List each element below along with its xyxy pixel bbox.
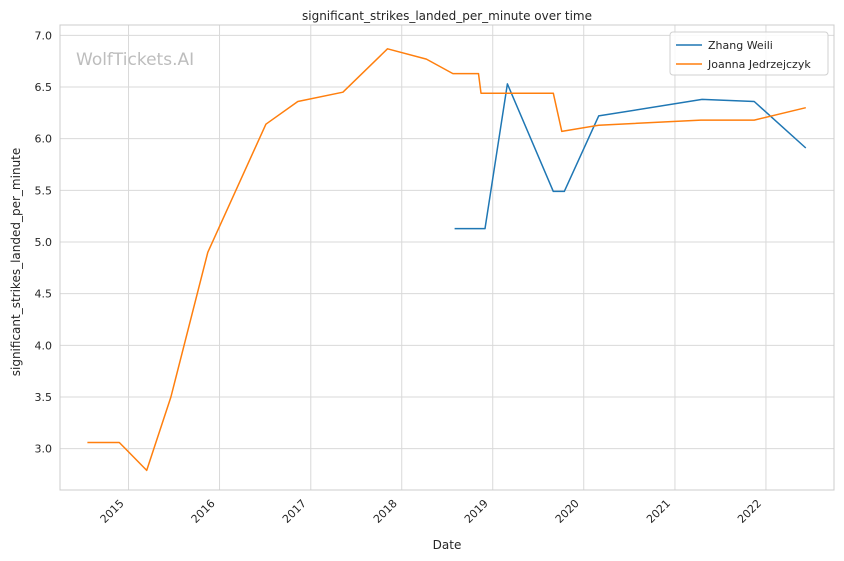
plot-frame: [59, 24, 835, 491]
x-tick-label: 2019: [462, 497, 491, 526]
chart-title: significant_strikes_landed_per_minute ov…: [302, 9, 592, 23]
x-tick-label: 2020: [553, 497, 582, 526]
y-tick-label: 7.0: [35, 29, 53, 42]
grid-lines: [60, 25, 834, 490]
series-line-zhang-weili: [454, 83, 807, 230]
series-lines: [87, 48, 807, 472]
y-tick-label: 3.5: [35, 391, 53, 404]
watermark: WolfTickets.AI: [76, 50, 194, 70]
legend-label-joanna-jedrzejczyk: Joanna Jedrzejczyk: [707, 58, 811, 71]
x-tick-label: 2022: [735, 497, 764, 526]
x-tick-labels: 2015 2016 2017 2018 2019 2020 2021 2022: [98, 497, 764, 526]
y-tick-label: 6.5: [35, 81, 53, 94]
y-tick-label: 5.5: [35, 184, 53, 197]
y-tick-labels: 3.0 3.5 4.0 4.5 5.0 5.5 6.0 6.5 7.0: [35, 29, 53, 455]
legend-label-zhang-weili: Zhang Weili: [708, 39, 773, 52]
x-tick-label: 2018: [371, 497, 400, 526]
x-axis-label: Date: [433, 538, 462, 552]
legend-box: [669, 31, 829, 76]
x-tick-label: 2016: [189, 497, 218, 526]
y-axis-label: significant_strikes_landed_per_minute: [9, 148, 23, 377]
x-tick-label: 2021: [644, 497, 673, 526]
x-tick-label: 2017: [280, 497, 309, 526]
y-tick-label: 4.0: [35, 339, 53, 352]
y-tick-label: 5.0: [35, 236, 53, 249]
y-tick-label: 3.0: [35, 443, 53, 456]
series-line-joanna-jedrzejczyk: [87, 48, 806, 472]
y-tick-label: 6.0: [35, 133, 53, 146]
y-tick-label: 4.5: [35, 288, 53, 301]
x-tick-label: 2015: [98, 497, 127, 526]
legend: Zhang Weili Joanna Jedrzejczyk: [669, 31, 829, 76]
